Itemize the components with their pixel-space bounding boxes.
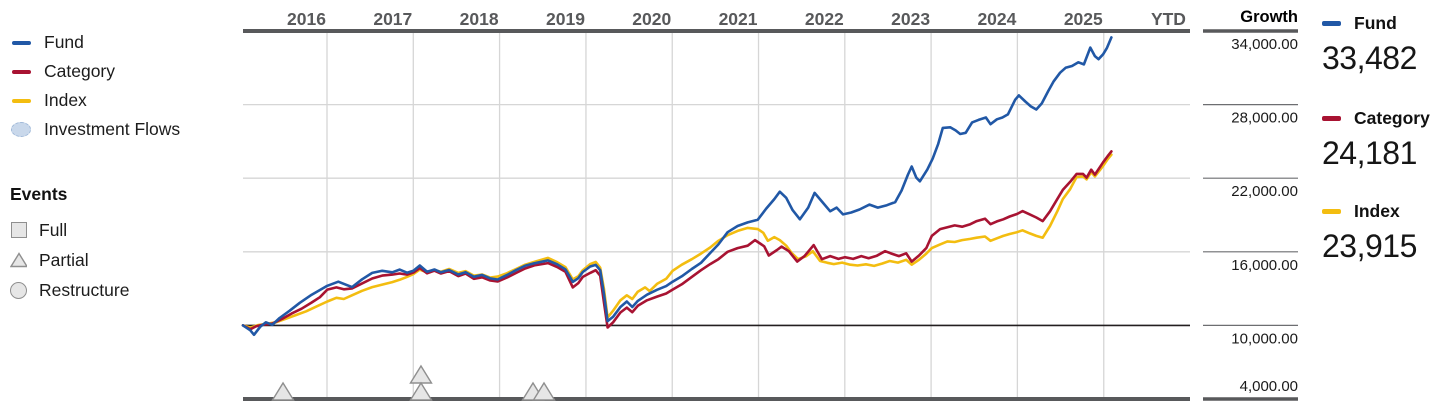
events-legend-title: Events (10, 184, 68, 204)
fund-dash-icon (1322, 21, 1341, 26)
summary-label-index: Index (1354, 201, 1400, 221)
events-item-partial: Partial (10, 245, 129, 275)
legend-item-investment-flows[interactable]: Investment Flows (11, 115, 181, 144)
event-marker-partial-4[interactable] (532, 381, 556, 401)
partial-event-triangle-icon (10, 252, 27, 268)
growth-axis-title: Growth (1240, 8, 1298, 26)
growth-tick-label-16000: 16,000.00 (1231, 257, 1298, 274)
category-line[interactable] (241, 150, 1113, 331)
index-line[interactable] (241, 153, 1113, 329)
series-legend: Fund Category Index Investment Flows (11, 28, 181, 144)
year-label-YTD: YTD (1151, 9, 1186, 29)
event-marker-partial-2[interactable] (409, 381, 433, 401)
legend-item-category[interactable]: Category (12, 57, 180, 86)
events-label-full: Full (39, 219, 68, 240)
full-event-square-icon (10, 222, 27, 238)
summary-head-fund: Fund (1322, 13, 1417, 34)
year-label-2021: 2021 (719, 9, 758, 29)
summary-head-index: Index (1322, 201, 1417, 222)
year-label-2020: 2020 (632, 9, 671, 29)
summary-label-fund: Fund (1354, 13, 1397, 33)
index-dash-icon (12, 98, 31, 103)
fund-final-value: 33,482 (1322, 40, 1417, 76)
year-label-2017: 2017 (373, 9, 412, 29)
growth-tick-label-22000: 22,000.00 (1231, 183, 1298, 200)
summary-row-index: Index 23,915 (1322, 201, 1417, 265)
index-final-value: 23,915 (1322, 228, 1417, 264)
events-item-full: Full (10, 215, 129, 245)
category-final-value: 24,181 (1322, 135, 1417, 171)
summary-row-fund: Fund 33,482 (1322, 13, 1417, 77)
category-dash-icon (12, 69, 31, 74)
fund-line[interactable] (241, 36, 1113, 337)
summary-label-category: Category (1354, 108, 1430, 128)
legend-item-index[interactable]: Index (12, 86, 180, 115)
summary-row-category: Category 24,181 (1322, 108, 1430, 172)
legend-item-fund[interactable]: Fund (12, 28, 180, 57)
events-label-restructure: Restructure (39, 279, 130, 300)
year-label-2019: 2019 (546, 9, 585, 29)
events-item-restructure: Restructure (10, 275, 129, 305)
growth-tick-label-34000: 34,000.00 (1231, 36, 1298, 53)
growth-tick-label-28000: 28,000.00 (1231, 110, 1298, 127)
events-label-partial: Partial (39, 249, 89, 270)
event-marker-partial-0[interactable] (271, 381, 295, 401)
category-dash-icon (1322, 116, 1341, 121)
summary-head-category: Category (1322, 108, 1430, 129)
year-label-2024: 2024 (977, 9, 1016, 29)
fund-dash-icon (12, 40, 31, 45)
growth-tick-label-10000: 10,000.00 (1231, 330, 1298, 347)
legend-label-index: Index (44, 90, 87, 110)
growth-tick-label-4000: 4,000.00 (1240, 378, 1298, 395)
year-label-2025: 2025 (1064, 9, 1103, 29)
index-dash-icon (1322, 209, 1341, 214)
year-label-2023: 2023 (891, 9, 930, 29)
legend-label-investment-flows: Investment Flows (44, 119, 181, 139)
year-label-2016: 2016 (287, 9, 326, 29)
year-label-2018: 2018 (460, 9, 499, 29)
restructure-event-circle-icon (10, 281, 27, 299)
year-label-2022: 2022 (805, 9, 844, 29)
legend-label-category: Category (44, 61, 116, 81)
legend-label-fund: Fund (44, 32, 84, 52)
events-legend: Events Full Partial Restructure (10, 184, 129, 305)
investment-flows-icon (11, 122, 31, 137)
